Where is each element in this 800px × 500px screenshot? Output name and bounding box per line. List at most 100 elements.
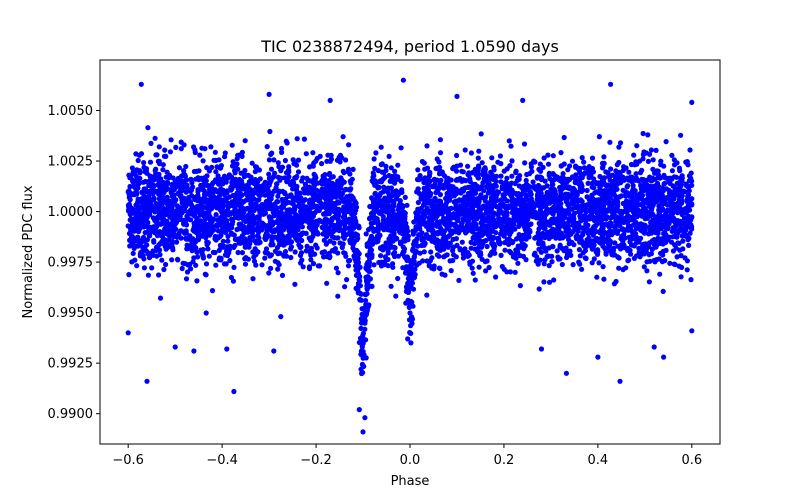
data-point — [270, 228, 276, 235]
data-point — [398, 145, 404, 151]
data-point — [207, 232, 213, 238]
data-point — [614, 204, 621, 210]
data-point — [378, 162, 384, 168]
data-point — [655, 172, 662, 178]
data-point — [390, 251, 397, 257]
data-point — [628, 161, 635, 168]
data-point — [217, 233, 223, 239]
data-point — [141, 265, 147, 271]
data-point — [636, 239, 642, 245]
data-point — [203, 310, 209, 316]
data-point — [465, 163, 471, 169]
data-point — [248, 175, 254, 181]
data-point — [501, 168, 507, 174]
data-point — [202, 233, 208, 240]
data-point — [454, 163, 460, 169]
data-point — [549, 259, 555, 265]
data-point — [204, 173, 210, 179]
data-point — [140, 179, 146, 185]
data-point — [248, 208, 254, 214]
data-point — [291, 228, 297, 234]
data-point — [372, 191, 378, 197]
data-point — [286, 167, 292, 173]
data-point — [395, 162, 401, 168]
data-point — [604, 200, 610, 206]
data-point — [193, 176, 199, 182]
data-point — [424, 165, 431, 171]
data-point — [521, 141, 528, 147]
data-point — [597, 204, 603, 210]
data-point — [183, 163, 189, 170]
data-point — [354, 247, 360, 254]
data-point — [509, 173, 515, 179]
data-point — [587, 208, 593, 214]
data-point — [301, 136, 307, 142]
data-point — [160, 167, 166, 173]
data-point — [434, 231, 440, 237]
data-point — [424, 143, 430, 149]
data-point — [660, 194, 666, 200]
data-point — [332, 214, 338, 220]
data-point — [680, 188, 687, 194]
data-point — [464, 222, 471, 228]
data-point — [337, 159, 343, 165]
data-point — [249, 160, 255, 166]
data-point — [560, 183, 566, 189]
data-point — [322, 228, 328, 234]
data-point — [612, 240, 618, 246]
data-point — [141, 224, 147, 230]
data-point — [538, 235, 544, 241]
data-point — [472, 277, 478, 283]
data-point — [209, 288, 216, 294]
data-point — [168, 137, 174, 143]
data-point — [542, 257, 548, 263]
data-point — [628, 217, 635, 223]
data-point — [567, 163, 573, 169]
data-point — [672, 261, 678, 268]
data-point — [576, 181, 582, 187]
data-point — [603, 251, 609, 257]
data-point — [363, 292, 369, 298]
data-point — [220, 238, 226, 244]
data-point — [419, 158, 425, 165]
data-point — [596, 238, 602, 244]
data-point — [492, 243, 498, 249]
data-point — [360, 355, 366, 361]
data-point — [527, 189, 533, 195]
data-point — [688, 170, 694, 176]
data-point — [267, 128, 273, 135]
data-point — [273, 219, 279, 225]
data-point — [397, 241, 404, 247]
data-point — [470, 235, 476, 241]
data-point — [139, 237, 145, 243]
data-point — [584, 187, 590, 194]
data-point — [223, 230, 229, 236]
data-point — [266, 157, 272, 163]
data-point — [276, 210, 282, 216]
data-point — [488, 169, 494, 175]
data-point — [229, 174, 235, 180]
data-point — [181, 142, 187, 148]
data-point — [673, 190, 679, 196]
data-point — [242, 261, 249, 267]
data-point — [363, 298, 369, 304]
data-point — [159, 201, 165, 207]
data-point — [215, 173, 221, 179]
data-point — [173, 144, 179, 150]
data-point — [402, 194, 408, 200]
data-point — [513, 208, 519, 214]
data-point — [394, 235, 400, 242]
data-point — [601, 191, 607, 197]
data-point — [411, 254, 417, 260]
data-point — [259, 262, 265, 268]
data-point — [361, 363, 367, 369]
data-point — [367, 268, 373, 274]
data-point — [335, 178, 341, 184]
data-point — [477, 194, 483, 200]
data-point — [475, 163, 482, 169]
data-point — [156, 158, 162, 164]
data-point — [275, 199, 281, 205]
data-point — [163, 261, 169, 268]
data-point — [687, 147, 693, 153]
data-point — [598, 217, 605, 223]
